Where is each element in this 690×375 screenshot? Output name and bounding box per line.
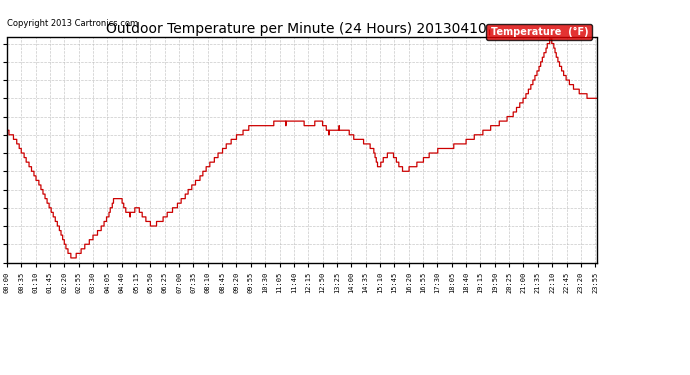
Legend: Temperature  (°F): Temperature (°F) <box>486 24 592 40</box>
Text: Copyright 2013 Cartronics.com: Copyright 2013 Cartronics.com <box>7 20 138 28</box>
Text: Outdoor Temperature per Minute (24 Hours) 20130410: Outdoor Temperature per Minute (24 Hours… <box>106 22 487 36</box>
